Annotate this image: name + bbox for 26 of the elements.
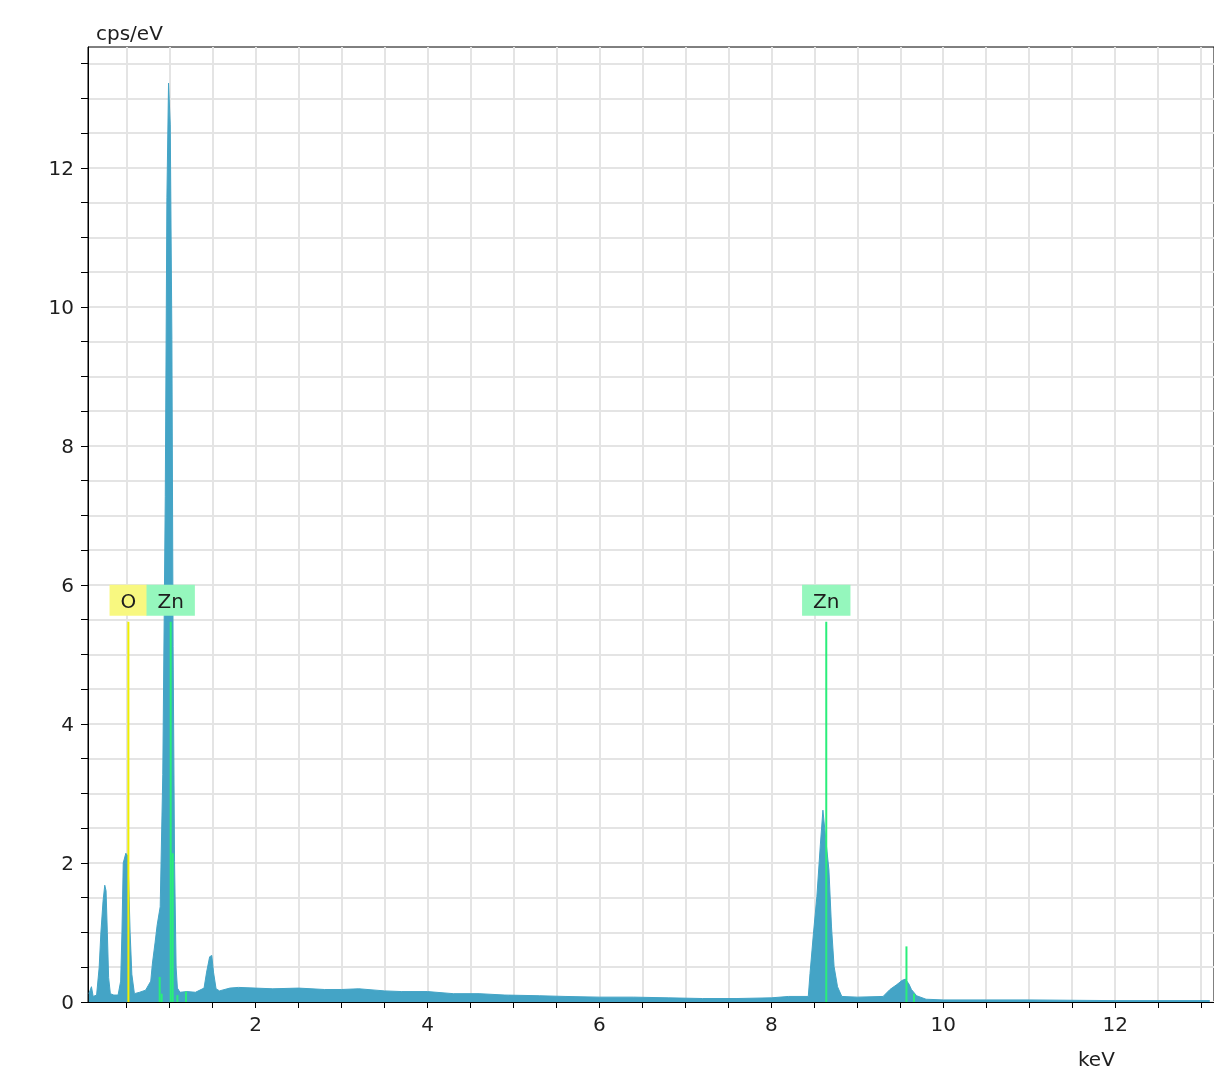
x-tick-label: 10 bbox=[930, 1012, 956, 1036]
x-tick-label: 4 bbox=[421, 1012, 434, 1036]
data-label: Zn bbox=[813, 588, 840, 613]
y-tick-label: 12 bbox=[48, 155, 74, 180]
x-tick-label: 6 bbox=[593, 1012, 606, 1036]
bar bbox=[184, 991, 187, 1002]
x-tick-label: 8 bbox=[764, 1012, 778, 1036]
y-tick-label: 4 bbox=[61, 711, 74, 736]
y-axis-title: cps/eV bbox=[96, 21, 164, 45]
x-tick-label: 2 bbox=[249, 1012, 262, 1036]
y-tick-label: 6 bbox=[61, 572, 74, 597]
x-tick-label: 12 bbox=[1102, 1012, 1128, 1036]
data-label: O bbox=[120, 588, 137, 613]
x-axis-title: keV bbox=[1078, 1047, 1116, 1071]
y-tick-label: 10 bbox=[48, 294, 74, 319]
bar bbox=[825, 621, 828, 1002]
bar bbox=[905, 946, 908, 1002]
y-tick-label: 0 bbox=[61, 990, 74, 1014]
y-tick-label: 8 bbox=[61, 433, 74, 458]
bar bbox=[176, 995, 179, 1002]
data-label: Zn bbox=[157, 588, 184, 613]
bar bbox=[158, 976, 161, 1002]
bar bbox=[169, 621, 172, 1002]
bar bbox=[913, 993, 916, 1002]
y-tick-label: 2 bbox=[61, 850, 74, 875]
bar bbox=[127, 621, 130, 1002]
